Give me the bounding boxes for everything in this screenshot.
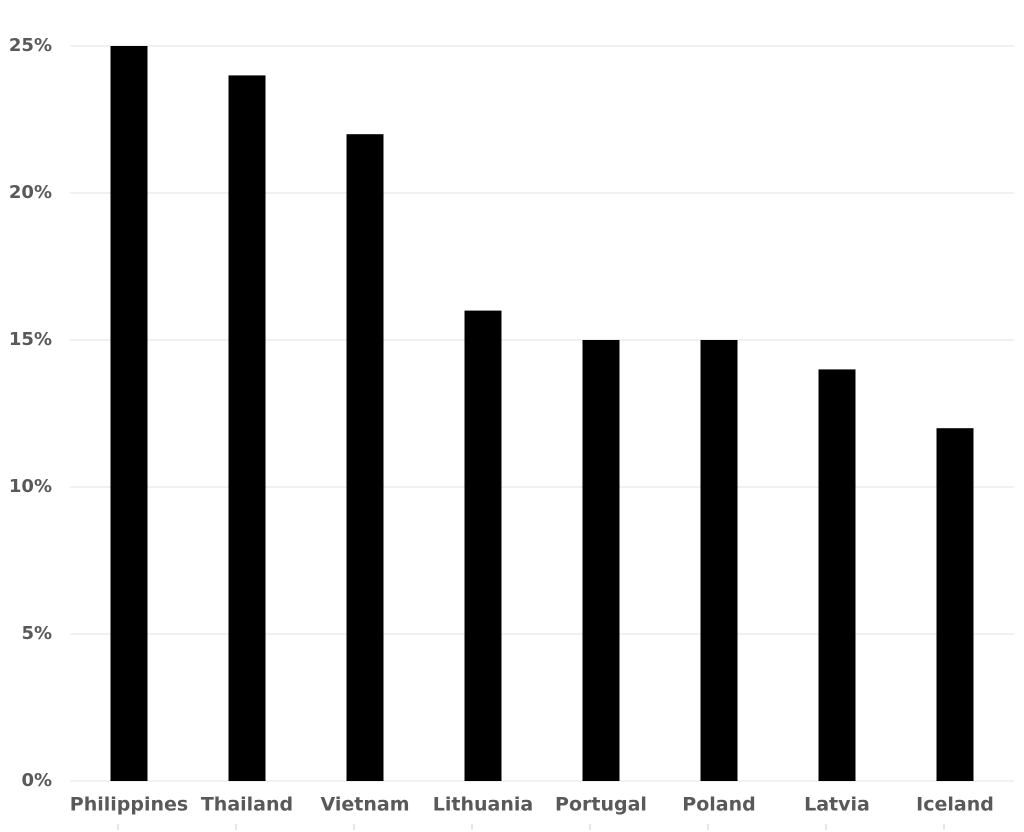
- x-tick-label: Vietnam: [321, 794, 410, 816]
- x-tick-label: Poland: [682, 794, 755, 816]
- x-tick-label: Lithuania: [433, 794, 533, 816]
- bar: [346, 134, 384, 781]
- bar: [464, 310, 502, 781]
- x-tick-label: Portugal: [555, 794, 647, 816]
- y-tick-label: 15%: [9, 329, 52, 350]
- y-tick-label: 20%: [9, 182, 52, 203]
- y-tick-label: 10%: [9, 476, 52, 497]
- bar: [228, 75, 266, 781]
- bar: [582, 340, 620, 781]
- x-tick-label: Latvia: [804, 794, 870, 816]
- bar: [818, 369, 856, 781]
- bar: [936, 428, 974, 781]
- y-tick-label: 0%: [21, 770, 52, 791]
- x-tick-label: Philippines: [70, 794, 188, 816]
- x-tick-label: Thailand: [201, 794, 293, 816]
- bar: [700, 340, 738, 781]
- y-tick-label: 25%: [9, 35, 52, 56]
- y-tick-label: 5%: [21, 623, 52, 644]
- bar: [110, 46, 148, 781]
- x-tick-label: Iceland: [916, 794, 994, 816]
